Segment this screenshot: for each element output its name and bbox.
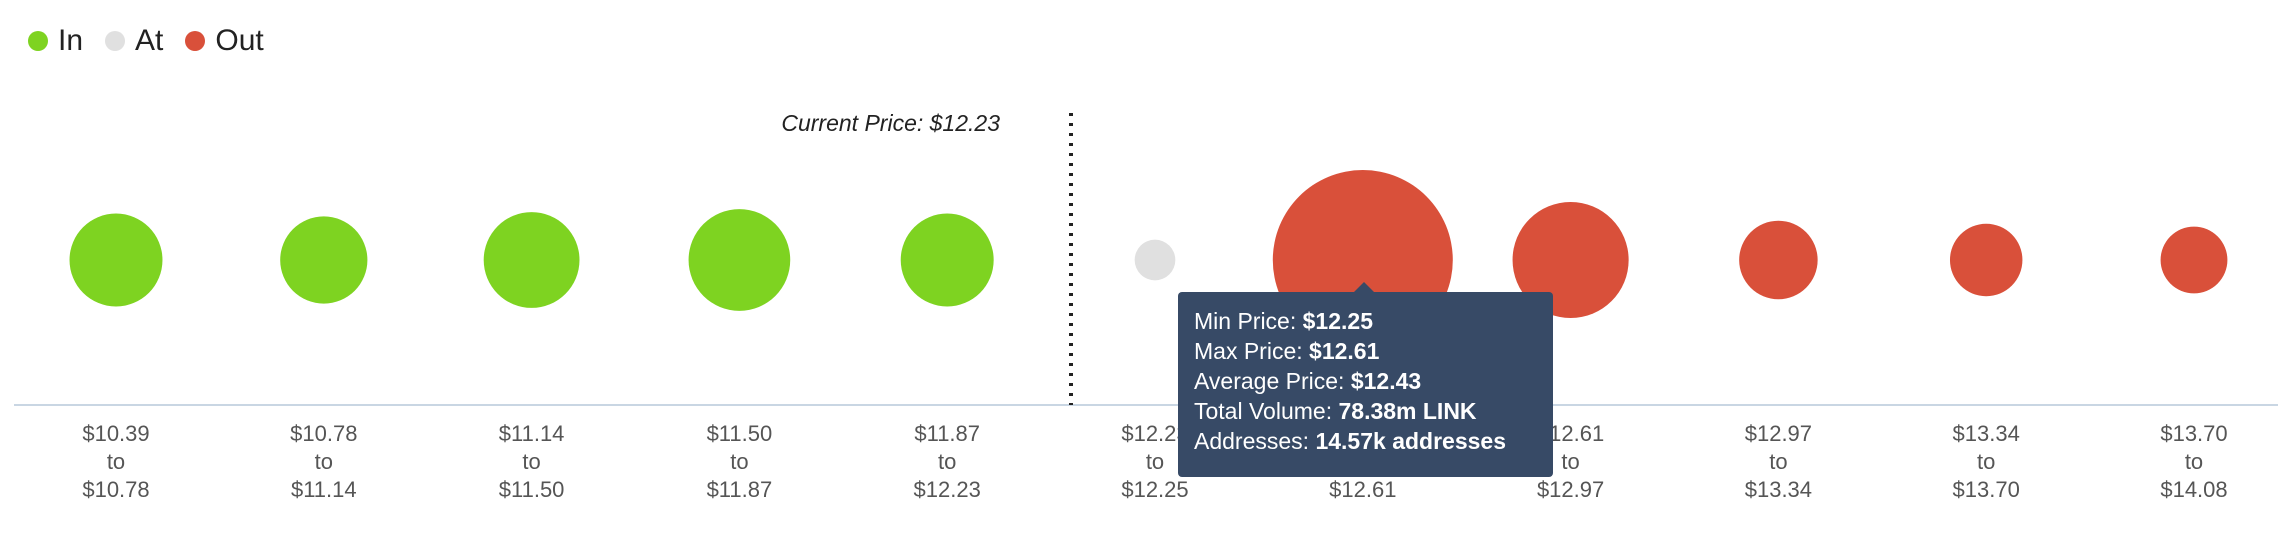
tooltip: Min Price: $12.25 Max Price: $12.61 Averag…: [1178, 282, 1553, 477]
legend-item[interactable]: Out: [185, 24, 264, 58]
bubble: [69, 213, 163, 307]
x-tick-label: $12.23 to $12.25: [1121, 421, 1189, 502]
tooltip-label: Average Price:: [1194, 368, 1345, 394]
tooltip-value: $12.61: [1309, 338, 1380, 364]
legend-label: Out: [215, 24, 264, 57]
bubble: [1739, 220, 1818, 300]
tooltip-row: Min Price: $12.25: [1194, 306, 1537, 336]
legend-label: In: [58, 24, 84, 57]
x-tick-label: $10.39 to $10.78: [82, 421, 150, 502]
x-tick-label: $11.14 to $11.50: [498, 421, 565, 502]
x-tick-label: $12.97 to $13.34: [1744, 421, 1813, 502]
bubble: [1134, 239, 1176, 281]
legend-item[interactable]: At: [105, 24, 163, 58]
tooltip-value: $12.43: [1350, 368, 1422, 394]
tooltip-label: Min Price:: [1194, 308, 1297, 334]
legend-swatch: [28, 31, 48, 51]
x-tick-label: $13.70 to $14.08: [2160, 421, 2228, 502]
bubble: [1512, 201, 1629, 319]
tooltip-value: 14.57k addresses: [1315, 428, 1506, 454]
tooltip-label: Addresses:: [1194, 428, 1310, 454]
x-tick-label: $10.78 to $11.14: [290, 421, 358, 502]
bubble: [1949, 223, 2023, 297]
legend-swatch: [105, 31, 126, 51]
bubble: [688, 209, 791, 311]
legend-item[interactable]: In: [28, 24, 83, 58]
bubble: [483, 212, 580, 308]
legend-swatch: [185, 31, 206, 51]
tooltip-row: Total Volume: 78.38m LINK: [1194, 396, 1537, 426]
legend: In At Out: [28, 24, 264, 58]
tooltip-value: 78.38m LINK: [1338, 398, 1477, 424]
tooltip-value: $12.25: [1302, 308, 1373, 334]
tooltip-row: Average Price: $12.43: [1194, 366, 1537, 396]
x-tick-label: $13.34 to $13.70: [1952, 421, 2020, 502]
annotation: Current Price: $12.23: [781, 110, 1000, 136]
tooltip-row: Max Price: $12.61: [1194, 336, 1537, 366]
tooltip-label: Max Price:: [1194, 338, 1303, 364]
tooltip-label: Total Volume:: [1194, 398, 1333, 424]
bubble: [2160, 226, 2228, 294]
x-tick-label: $11.50 to $11.87: [706, 421, 773, 502]
tooltip-row: Addresses: 14.57k addresses: [1194, 426, 1537, 456]
bubble: [280, 216, 368, 304]
bubble: [900, 213, 994, 307]
x-tick-label: $11.87 to $12.23: [913, 421, 981, 502]
legend-label: At: [135, 24, 164, 57]
